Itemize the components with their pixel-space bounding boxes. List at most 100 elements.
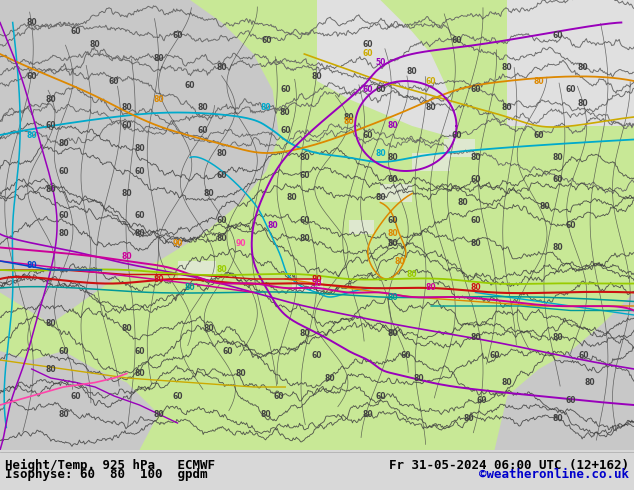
Text: 60: 60	[553, 31, 563, 41]
Text: 60: 60	[553, 175, 563, 185]
Text: 80: 80	[388, 153, 398, 162]
Text: 80: 80	[407, 68, 417, 76]
Text: 60: 60	[27, 72, 37, 81]
FancyBboxPatch shape	[507, 0, 634, 126]
Text: 60: 60	[122, 122, 132, 130]
Text: 80: 80	[299, 234, 309, 243]
Text: 80: 80	[388, 122, 398, 130]
Text: 80: 80	[261, 410, 271, 418]
Text: 80: 80	[46, 185, 56, 194]
Text: 60: 60	[470, 85, 481, 95]
Text: 60: 60	[172, 392, 183, 400]
Text: 80: 80	[312, 72, 322, 81]
Text: 60: 60	[566, 220, 576, 229]
Text: 80: 80	[426, 284, 436, 293]
Text: 80: 80	[153, 274, 164, 284]
Text: 80: 80	[388, 328, 398, 338]
Text: 60: 60	[58, 167, 68, 175]
Text: 60: 60	[363, 49, 373, 58]
Text: 80: 80	[502, 378, 512, 387]
Text: 80: 80	[375, 148, 385, 157]
Text: 80: 80	[388, 229, 398, 239]
Text: 80: 80	[122, 103, 132, 113]
Text: 60: 60	[299, 216, 309, 225]
Text: 80: 80	[153, 95, 164, 103]
Text: 80: 80	[553, 414, 563, 423]
Text: 80: 80	[217, 148, 227, 157]
Text: 80: 80	[470, 153, 481, 162]
Text: 60: 60	[451, 130, 462, 140]
Text: 80: 80	[122, 189, 132, 198]
Text: 80: 80	[502, 103, 512, 113]
Text: 80: 80	[58, 229, 68, 239]
FancyBboxPatch shape	[178, 261, 216, 279]
Text: 80: 80	[185, 284, 195, 293]
Text: 80: 80	[46, 319, 56, 328]
Text: 50: 50	[375, 58, 385, 68]
Text: 80: 80	[578, 99, 588, 108]
Text: 80: 80	[134, 369, 145, 378]
Text: 90: 90	[236, 239, 246, 247]
Text: 60: 60	[217, 171, 227, 180]
Text: 80: 80	[344, 113, 354, 122]
Text: 80: 80	[394, 256, 404, 266]
Text: 60: 60	[46, 122, 56, 130]
Text: 80: 80	[553, 153, 563, 162]
Polygon shape	[0, 0, 279, 324]
Text: 60: 60	[134, 346, 145, 356]
Text: 80: 80	[470, 333, 481, 342]
Text: 80: 80	[470, 284, 481, 293]
Text: 60: 60	[489, 351, 500, 360]
Text: 80: 80	[407, 270, 417, 279]
Text: 80: 80	[261, 103, 271, 113]
Text: 60: 60	[312, 351, 322, 360]
Text: 80: 80	[375, 194, 385, 202]
Text: 80: 80	[153, 410, 164, 418]
Text: 80: 80	[534, 76, 544, 85]
Text: 60: 60	[534, 130, 544, 140]
Text: 80: 80	[134, 229, 145, 239]
Text: Height/Temp. 925 hPa   ECMWF: Height/Temp. 925 hPa ECMWF	[5, 459, 215, 472]
Text: Isophyse: 60  80  100  gpdm: Isophyse: 60 80 100 gpdm	[5, 468, 207, 481]
Text: 80: 80	[217, 63, 227, 72]
Text: 60: 60	[363, 130, 373, 140]
Text: 60: 60	[363, 41, 373, 49]
Text: 80: 80	[388, 293, 398, 301]
Text: 60: 60	[274, 392, 284, 400]
Text: 80: 80	[90, 41, 100, 49]
Text: 60: 60	[185, 81, 195, 90]
Text: 80: 80	[287, 194, 297, 202]
Text: 60: 60	[566, 396, 576, 405]
Text: 60: 60	[363, 85, 373, 95]
Text: 60: 60	[375, 85, 385, 95]
Text: 80: 80	[58, 140, 68, 148]
Text: 60: 60	[109, 76, 119, 85]
Text: 80: 80	[458, 198, 468, 207]
Text: 80: 80	[46, 95, 56, 103]
Text: 60: 60	[375, 392, 385, 400]
Text: 60: 60	[71, 392, 81, 400]
Polygon shape	[0, 351, 158, 450]
Text: 80: 80	[502, 63, 512, 72]
Text: 60: 60	[280, 126, 290, 135]
Text: 80: 80	[153, 54, 164, 63]
Text: 60: 60	[299, 171, 309, 180]
Text: 80: 80	[204, 324, 214, 333]
Text: 80: 80	[363, 410, 373, 418]
Text: 80: 80	[464, 414, 474, 423]
Text: 80: 80	[470, 239, 481, 247]
Text: 80: 80	[58, 410, 68, 418]
Text: 60: 60	[172, 31, 183, 41]
Text: 80: 80	[344, 117, 354, 126]
Text: 80: 80	[413, 373, 424, 383]
Text: 80: 80	[198, 103, 208, 113]
Text: 80: 80	[217, 234, 227, 243]
Text: 60: 60	[470, 216, 481, 225]
FancyBboxPatch shape	[380, 185, 412, 202]
Text: 60: 60	[280, 85, 290, 95]
Text: 60: 60	[388, 175, 398, 185]
FancyBboxPatch shape	[444, 140, 476, 157]
Text: 80: 80	[312, 274, 322, 284]
Text: 80: 80	[27, 130, 37, 140]
Text: 60: 60	[477, 396, 487, 405]
